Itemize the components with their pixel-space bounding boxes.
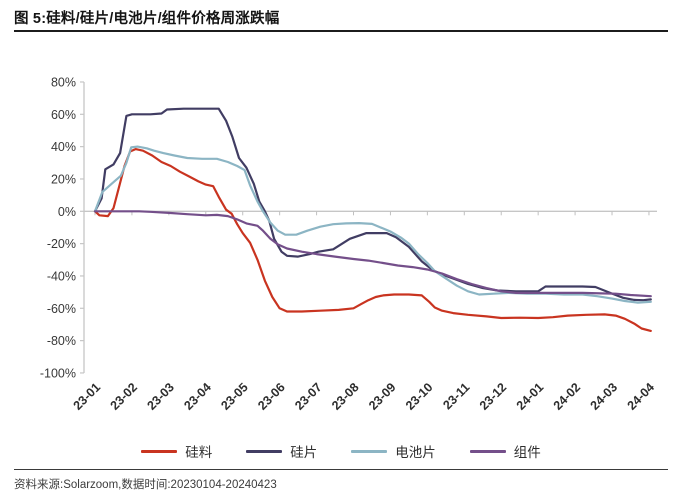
x-tick-label: 23-11: [440, 380, 472, 412]
y-tick-label: 80%: [51, 75, 76, 89]
footer-divider: [14, 469, 668, 470]
legend-item-silicon-wafer: 硅片: [246, 441, 317, 461]
y-tick-label: -100%: [40, 366, 76, 380]
figure-title: 图 5:硅料/硅片/电池片/组件价格周涨跌幅: [14, 11, 280, 27]
y-tick-label: 20%: [51, 172, 76, 186]
legend-item-module: 组件: [469, 441, 541, 461]
silicon-material-line-swatch: [141, 449, 178, 453]
legend-item-solar-cell: 电池片: [351, 441, 436, 461]
x-tick-label: 23-06: [255, 380, 288, 413]
x-tick-label: 24-01: [514, 380, 547, 413]
silicon-wafer-line-swatch: [246, 449, 283, 453]
legend-label: 硅片: [290, 445, 318, 460]
x-tick-label: 24-03: [588, 380, 621, 413]
chart-legend: 硅料 硅片 电池片 组件: [0, 438, 682, 464]
series-line-silicon-wafer: [93, 107, 652, 302]
x-tick-label: 23-04: [181, 380, 214, 413]
x-tick-label: 23-10: [403, 380, 436, 413]
x-tick-label: 23-12: [477, 380, 510, 413]
title-underline: [14, 30, 668, 32]
x-tick-label: 23-01: [71, 380, 104, 413]
y-tick-label: 60%: [51, 108, 76, 122]
legend-label: 电池片: [395, 445, 436, 460]
x-tick-label: 23-03: [144, 380, 177, 413]
series-line-module: [93, 210, 652, 298]
y-tick-label: -40%: [47, 269, 76, 283]
source-note: 资料来源:Solarzoom,数据时间:20230104-20240423: [14, 479, 277, 491]
y-tick-label: -60%: [47, 302, 76, 316]
y-tick-label: 40%: [51, 140, 76, 154]
x-tick-label: 23-09: [366, 380, 399, 413]
x-tick-label: 23-05: [218, 380, 251, 413]
solar-cell-line-swatch: [351, 449, 388, 453]
x-tick-label: 23-02: [108, 380, 141, 413]
x-tick-label: 24-04: [625, 380, 658, 413]
y-tick-label: -20%: [47, 237, 76, 251]
module-line-swatch: [469, 449, 506, 453]
y-tick-label: 0%: [58, 205, 76, 219]
x-tick-label: 23-08: [329, 380, 362, 413]
weekly-price-change-chart: 80% 60% 40% 20% 0% -20% -40% -60% -80% -100% 23-01…: [0, 60, 682, 435]
legend-label: 硅料: [185, 445, 213, 460]
chart-canvas: 80% 60% 40% 20% 0% -20% -40% -60% -80% -100%23-01…: [40, 75, 658, 413]
y-tick-label: -80%: [47, 334, 76, 348]
series-line-silicon-material: [93, 148, 652, 332]
legend-item-silicon-material: 硅料: [141, 441, 212, 461]
x-tick-label: 24-02: [551, 380, 584, 413]
legend-label: 组件: [513, 445, 541, 460]
x-tick-label: 23-07: [292, 380, 325, 413]
